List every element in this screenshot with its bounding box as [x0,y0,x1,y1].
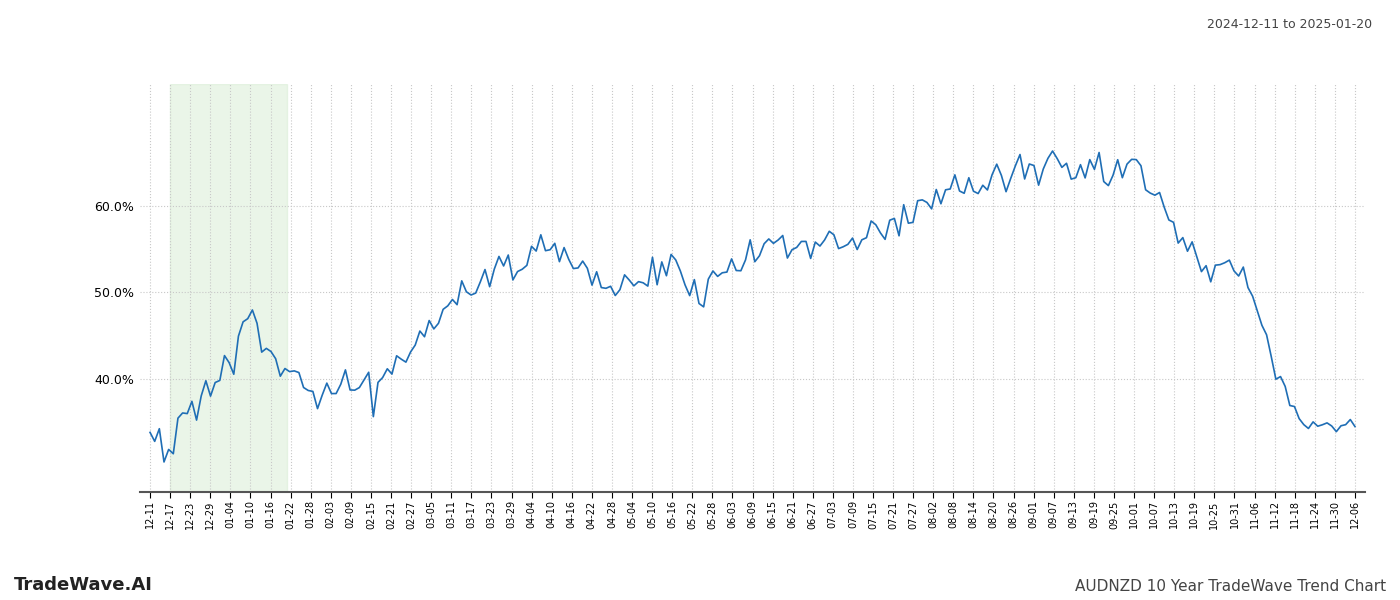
Bar [171,84,287,492]
Text: 2024-12-11 to 2025-01-20: 2024-12-11 to 2025-01-20 [1207,18,1372,31]
Text: AUDNZD 10 Year TradeWave Trend Chart: AUDNZD 10 Year TradeWave Trend Chart [1075,579,1386,594]
Text: TradeWave.AI: TradeWave.AI [14,576,153,594]
